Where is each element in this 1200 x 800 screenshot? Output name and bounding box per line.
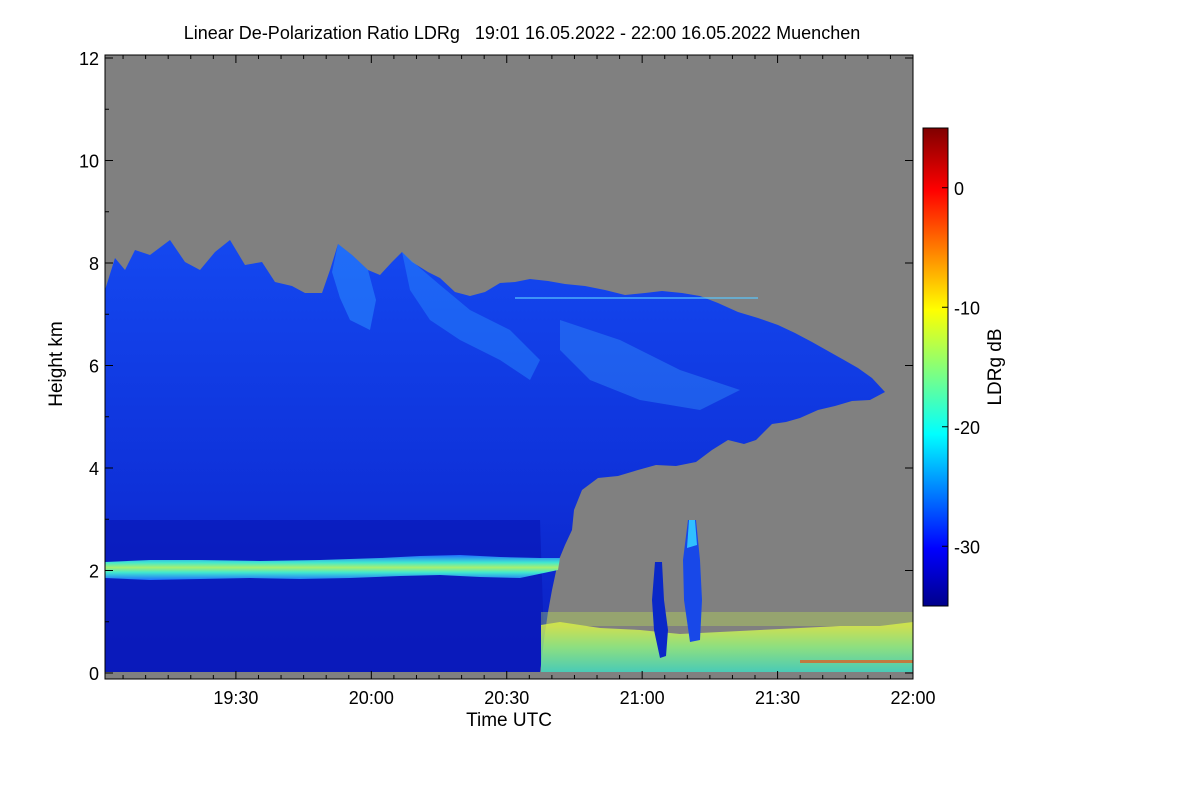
- clutter-red-band: [800, 660, 913, 663]
- colorbar-ticks: 0 -10 -20 -30: [942, 179, 980, 557]
- chart-title: Linear De-Polarization Ratio LDRg 19:01 …: [184, 23, 860, 43]
- colorbar-tick-label: -20: [954, 418, 980, 438]
- x-tick-label: 19:30: [213, 688, 258, 708]
- x-tick-label: 21:30: [755, 688, 800, 708]
- plot-frame: [104, 54, 914, 680]
- x-axis-label: Time UTC: [466, 710, 552, 731]
- convective-column-2-top: [687, 520, 697, 548]
- y-tick-label: 0: [89, 664, 99, 684]
- y-axis-label: Height km: [46, 321, 67, 407]
- x-tick-label: 20:30: [484, 688, 529, 708]
- cloud-light-streak-3: [560, 320, 740, 410]
- clutter-region: [541, 622, 913, 672]
- colorbar-label: LDRg dB: [985, 328, 1006, 405]
- melting-layer: [105, 555, 560, 580]
- y-tick-label: 12: [79, 49, 99, 69]
- y-tick-label: 4: [89, 459, 99, 479]
- x-axis: 19:30 20:00 20:30 21:00 21:30 22:00: [122, 55, 936, 708]
- x-tick-label: 21:00: [620, 688, 665, 708]
- colorbar-tick-label: -30: [954, 537, 980, 557]
- convective-column-1: [652, 562, 668, 658]
- x-tick-label: 20:00: [349, 688, 394, 708]
- y-tick-label: 2: [89, 562, 99, 582]
- clutter-sparse: [541, 612, 913, 626]
- cloud-light-streak-2: [402, 252, 540, 380]
- y-tick-label: 8: [89, 254, 99, 274]
- cloud-light-streak: [332, 244, 376, 330]
- x-tick-label: 22:00: [890, 688, 935, 708]
- colorbar-tick-label: -10: [954, 298, 980, 318]
- cloud-lower-dark: [105, 520, 544, 672]
- y-tick-label: 6: [89, 357, 99, 377]
- colorbar-tick-label: 0: [954, 179, 964, 199]
- y-tick-label: 10: [79, 152, 99, 172]
- convective-column-2: [683, 520, 702, 642]
- colorbar: [922, 127, 949, 607]
- y-axis: 0 2 4 6 8 10 12: [79, 49, 913, 684]
